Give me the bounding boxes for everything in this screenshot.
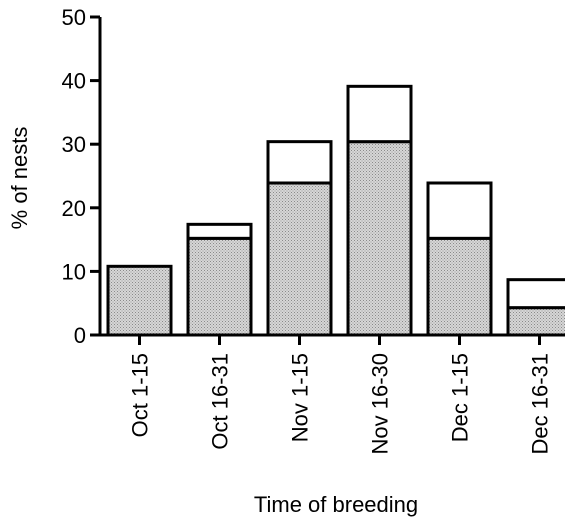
axes-group [90,15,563,345]
bar-segment-lower-5 [426,236,493,337]
y-tick-label: 40 [62,69,86,94]
bar-segment-lower-2 [186,236,253,337]
bar-segment-upper-3 [266,140,333,185]
bar-segment-lower-1 [106,264,173,337]
y-tick-label: 30 [62,132,86,157]
y-tick-label: 0 [74,323,86,348]
x-tick-label: Oct 16-31 [208,353,233,450]
x-axis-title: Time of breeding [254,492,418,517]
x-tick-label: Nov 16-30 [368,353,393,455]
bar-segment-upper-5 [426,181,493,240]
y-axis-title: % of nests [7,127,32,230]
y-tick-label: 10 [62,259,86,284]
bars-group [106,84,565,337]
bar-segment-lower-4 [346,140,413,337]
x-tick-label: Nov 1-15 [288,353,313,442]
bar-segment-lower-3 [266,181,333,337]
y-tick-label: 20 [62,196,86,221]
bar-segment-lower-6 [506,306,565,337]
labels-group: 0 10 20 30 40 50 Oct 1-15 Oct 16-31 Nov 1-15 Nov … [7,5,553,517]
x-tick-label: Dec 1-15 [448,353,473,442]
x-tick-label: Oct 1-15 [128,353,153,437]
bar-segment-upper-4 [346,84,413,144]
y-tick-label: 50 [62,5,86,30]
x-tick-label: Dec 16-31 [528,353,553,455]
bar-segment-upper-2 [186,222,253,240]
bar-segment-upper-6 [506,278,565,310]
